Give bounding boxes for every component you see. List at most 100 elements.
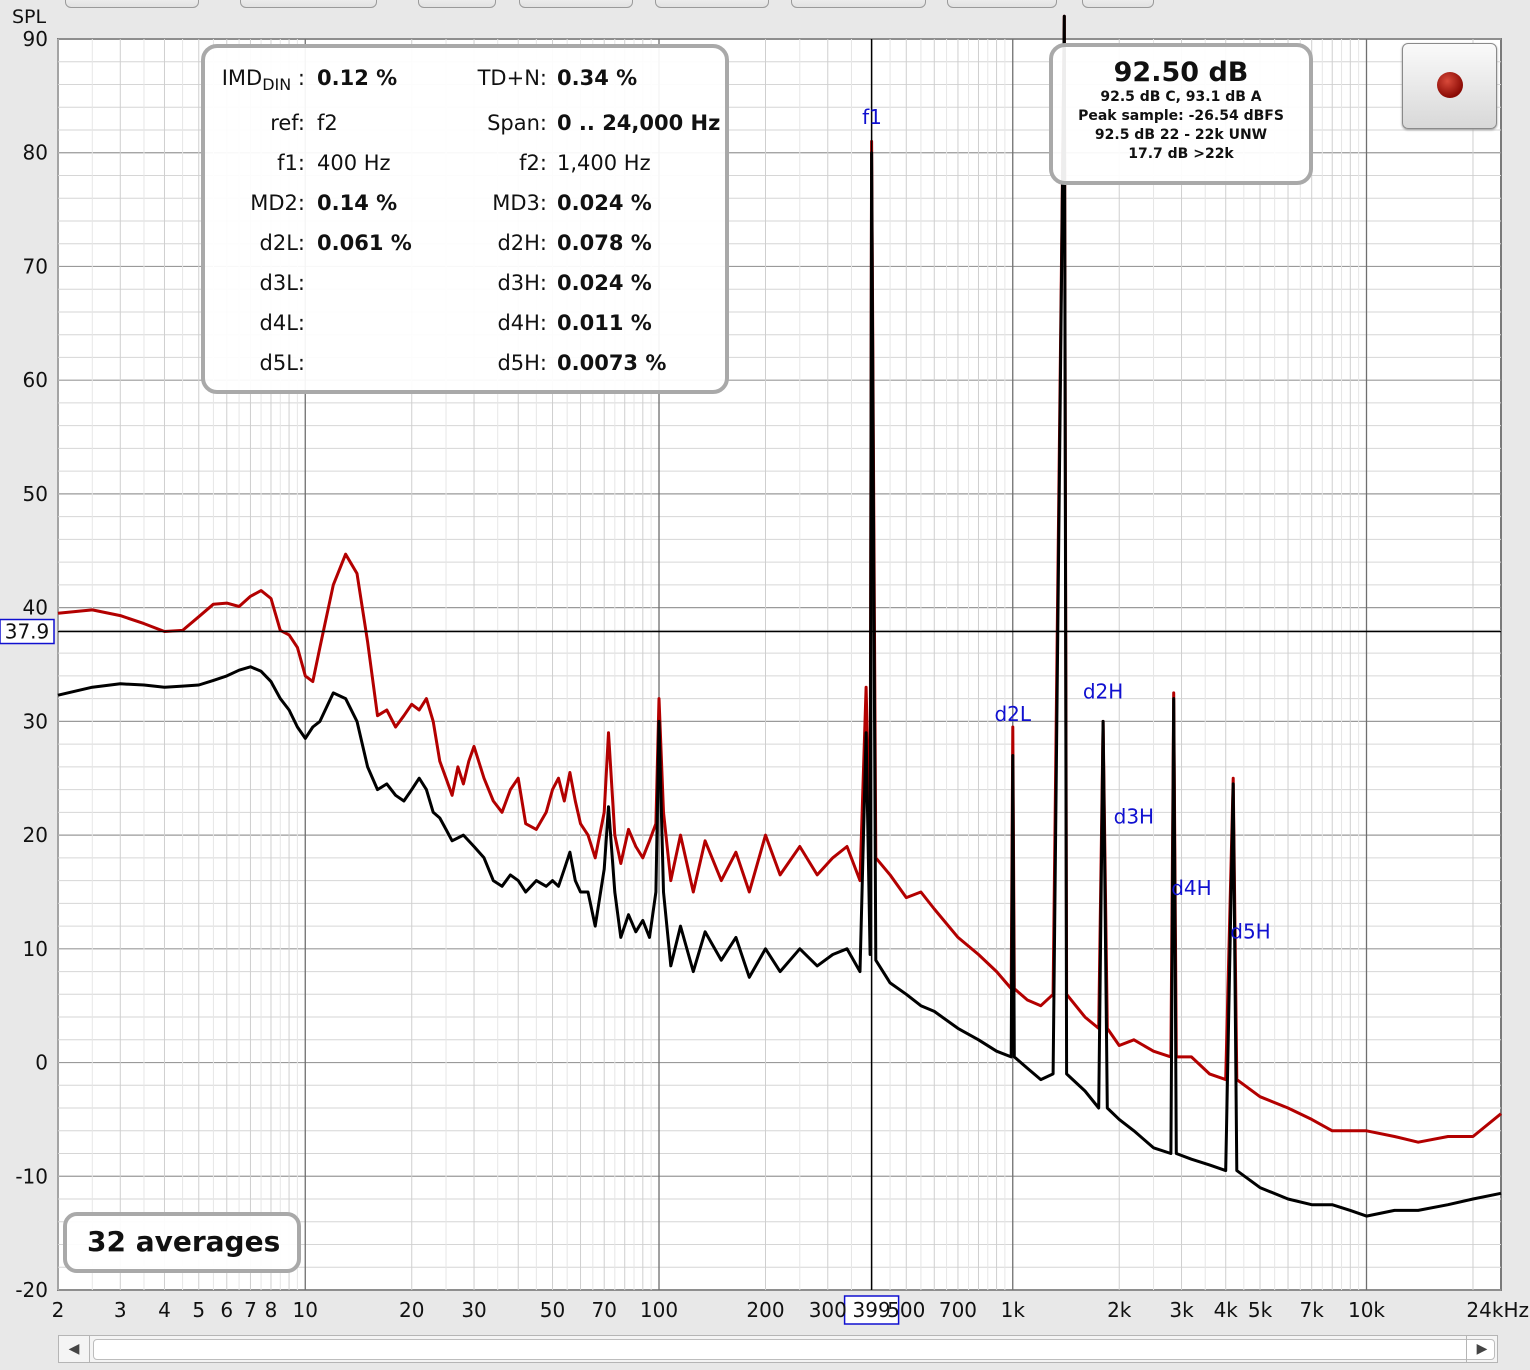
plot-annotations: f1 d2L d2H d3H d4H d5H: [862, 105, 1271, 943]
imd-left-value: 400 Hz: [317, 151, 391, 175]
x-tick-label: 300: [809, 1298, 847, 1322]
imd-left-label: MD2:: [250, 191, 305, 215]
level-detail-line: 92.5 dB 22 - 22k UNW: [1094, 127, 1268, 143]
imd-left-label: d3L:: [259, 271, 305, 295]
imd-right-value: 0.011 %: [557, 311, 652, 335]
x-tick-label: 1k: [1001, 1298, 1026, 1322]
imd-left-label: d5L:: [259, 351, 305, 375]
imd-left-value: f2: [317, 111, 338, 135]
imd-left-value: 0.12 %: [317, 66, 398, 90]
x-tick-label: 7k: [1300, 1298, 1325, 1322]
x-tick-label: 70: [591, 1298, 616, 1322]
imd-right-value: 0.0073 %: [557, 351, 667, 375]
x-tick-label: 2: [52, 1298, 65, 1322]
y-tick-label: 90: [23, 27, 48, 51]
x-tick-label: 24kHz: [1466, 1298, 1529, 1322]
y-tick-label: 20: [23, 823, 48, 847]
cursor-x-readout: 399: [853, 1298, 891, 1322]
x-tick-label: 3: [114, 1298, 127, 1322]
y-tick-label: 40: [23, 596, 48, 620]
x-tick-label: 200: [746, 1298, 784, 1322]
imd-right-value: 1,400 Hz: [557, 151, 651, 175]
x-tick-label: 500: [887, 1298, 925, 1322]
series-black-line: [57, 14, 1502, 1218]
y-tick-label: 30: [23, 709, 48, 733]
imd-left-label: ref:: [270, 111, 305, 135]
x-tick-label: 5: [192, 1298, 205, 1322]
record-icon: [1437, 72, 1463, 98]
scroll-right-arrow-icon[interactable]: ▶: [1466, 1336, 1497, 1362]
imd-left-value: 0.061 %: [317, 231, 412, 255]
x-tick-label: 6: [220, 1298, 233, 1322]
level-detail-line: 17.7 dB >22k: [1128, 146, 1234, 162]
scrollbar-thumb[interactable]: [93, 1339, 1495, 1360]
x-tick-label: 100: [640, 1298, 678, 1322]
x-tick-label: 700: [939, 1298, 977, 1322]
imd-right-value: 0 .. 24,000 Hz: [557, 111, 721, 135]
imd-left-value: 0.14 %: [317, 191, 398, 215]
peak-annotation: d2L: [994, 702, 1031, 726]
peak-annotation: d3H: [1114, 804, 1154, 828]
y-tick-label: 80: [23, 141, 48, 165]
imd-right-value: 0.024 %: [557, 191, 652, 215]
averages-panel: 32 averages: [63, 1212, 301, 1273]
level-detail-line: 92.5 dB C, 93.1 dB A: [1100, 89, 1262, 105]
x-tick-label: 50: [540, 1298, 565, 1322]
record-button[interactable]: [1402, 43, 1497, 129]
scroll-left-arrow-icon[interactable]: ◀: [59, 1336, 90, 1362]
toolbar-button[interactable]: [65, 0, 199, 8]
imd-right-label: f2:: [519, 151, 547, 175]
imd-left-label: f1:: [277, 151, 305, 175]
toolbar-button[interactable]: [655, 0, 769, 8]
y-tick-label: 10: [23, 937, 48, 961]
imd-left-label-subscript: DIN: [262, 75, 292, 95]
y-tick-label: 70: [23, 254, 48, 278]
y-tick-label: 50: [23, 482, 48, 506]
imd-right-label: d2H:: [497, 231, 547, 255]
imd-results-panel: IMDDIN : 0.12 % TD+N: 0.34 % ref: f2 Span: 0 ..…: [201, 44, 729, 394]
x-tick-label: 4k: [1214, 1298, 1239, 1322]
peak-annotation: d2H: [1083, 679, 1123, 703]
level-main-value: 92.50 dB: [1113, 57, 1249, 88]
imd-left-label-text: IMD: [221, 66, 263, 90]
y-tick-label: -20: [15, 1278, 48, 1302]
toolbar-button[interactable]: [947, 0, 1057, 8]
toolbar-button[interactable]: [519, 0, 633, 8]
imd-right-value: 0.34 %: [557, 66, 638, 90]
toolbar-button[interactable]: [1082, 0, 1154, 8]
toolbar-button[interactable]: [240, 0, 377, 8]
x-tick-label: 8: [265, 1298, 278, 1322]
level-readout-panel: 92.50 dB 92.5 dB C, 93.1 dB A Peak sampl…: [1049, 43, 1313, 185]
imd-right-label: MD3:: [492, 191, 547, 215]
imd-left-label: d4L:: [259, 311, 305, 335]
y-tick-label: 0: [35, 1051, 48, 1075]
imd-left-label: IMDDIN :: [221, 66, 305, 95]
x-tick-label: 5k: [1248, 1298, 1273, 1322]
imd-right-label: d3H:: [497, 271, 547, 295]
peak-annotation: f1: [862, 105, 882, 129]
cursor-y-readout: 37.9: [5, 620, 50, 644]
series-red-line: [57, 14, 1502, 1144]
imd-right-value: 0.078 %: [557, 231, 652, 255]
y-axis-unit-label: SPL: [12, 6, 47, 28]
imd-right-value: 0.024 %: [557, 271, 652, 295]
peak-annotation: d5H: [1230, 919, 1270, 943]
cursor-y-readout-box: [0, 618, 55, 645]
y-tick-label: -10: [15, 1164, 48, 1188]
peak-annotation: d4H: [1171, 876, 1211, 900]
imd-left-label: d2L:: [259, 231, 305, 255]
plot-cursor: 37.9 399: [0, 39, 1501, 1325]
top-toolbar: [0, 0, 1530, 8]
cursor-x-readout-box: [843, 1295, 900, 1325]
level-detail-line: Peak sample: -26.54 dBFS: [1078, 108, 1284, 124]
toolbar-button[interactable]: [791, 0, 926, 8]
imd-right-label: d5H:: [497, 351, 547, 375]
averages-label: 32 averages: [87, 1225, 281, 1258]
horizontal-scrollbar[interactable]: ◀ ▶: [58, 1335, 1498, 1363]
toolbar-button[interactable]: [418, 0, 496, 8]
x-tick-label: 20: [399, 1298, 424, 1322]
imd-right-label: d4H:: [497, 311, 547, 335]
x-tick-label: 10k: [1348, 1298, 1385, 1322]
x-tick-label: 30: [461, 1298, 486, 1322]
